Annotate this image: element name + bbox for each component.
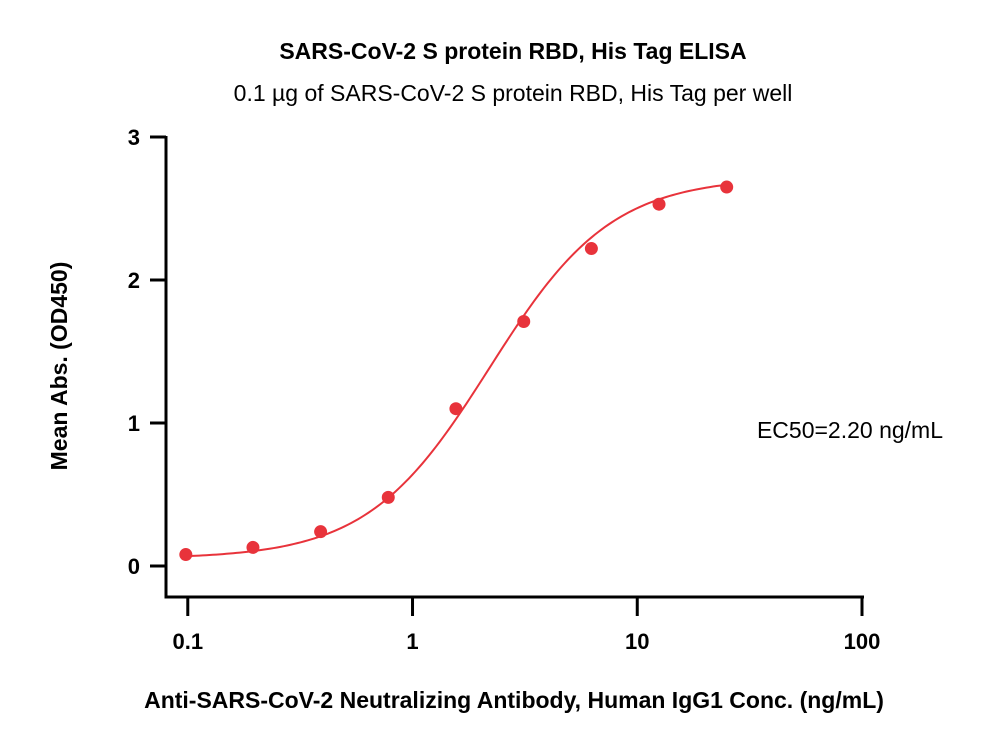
y-axis-label: Mean Abs. (OD450) bbox=[46, 262, 72, 471]
data-point bbox=[652, 197, 666, 211]
data-point bbox=[517, 314, 531, 328]
data-point bbox=[246, 540, 260, 554]
x-axis-label: Anti-SARS-CoV-2 Neutralizing Antibody, H… bbox=[144, 687, 884, 713]
x-tick-label: 0.1 bbox=[172, 629, 203, 654]
y-tick-label: 1 bbox=[128, 411, 140, 436]
data-point bbox=[584, 242, 598, 256]
data-point bbox=[179, 548, 193, 562]
ec50-annotation: EC50=2.20 ng/mL bbox=[757, 417, 943, 443]
data-point bbox=[449, 402, 463, 416]
chart-subtitle: 0.1 µg of SARS-CoV-2 S protein RBD, His … bbox=[234, 80, 793, 106]
data-points bbox=[179, 180, 734, 562]
data-point bbox=[314, 525, 328, 539]
x-tick-label: 10 bbox=[625, 629, 649, 654]
y-ticks: 0 1 2 3 bbox=[128, 125, 166, 579]
x-tick-label: 1 bbox=[406, 629, 418, 654]
x-tick-label: 100 bbox=[844, 629, 881, 654]
axes bbox=[164, 136, 864, 599]
y-tick-label: 0 bbox=[128, 554, 140, 579]
y-tick-label: 2 bbox=[128, 268, 140, 293]
data-point bbox=[720, 180, 734, 194]
chart-title: SARS-CoV-2 S protein RBD, His Tag ELISA bbox=[279, 38, 746, 64]
x-ticks: 0.1 1 10 100 bbox=[172, 597, 880, 654]
data-point bbox=[381, 490, 395, 504]
y-tick-label: 3 bbox=[128, 125, 140, 150]
fit-curve bbox=[185, 183, 727, 558]
